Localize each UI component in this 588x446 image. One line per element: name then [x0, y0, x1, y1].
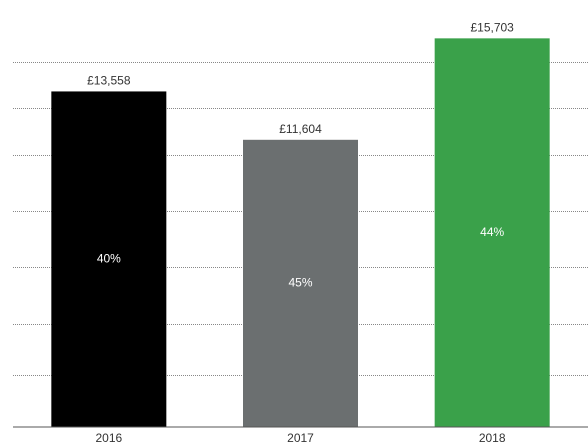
x-tick-label: 2017: [287, 431, 314, 445]
inner-label: 45%: [288, 276, 312, 290]
inner-label: 40%: [97, 251, 121, 265]
bar: [434, 38, 550, 428]
inner-label: 44%: [480, 225, 504, 239]
value-label: £15,703: [470, 21, 514, 35]
value-label: £13,558: [87, 74, 131, 88]
bar: [51, 91, 167, 427]
value-label: £11,604: [279, 122, 322, 136]
bar: [243, 139, 358, 427]
x-tick-label: 2016: [95, 431, 122, 445]
x-tick-label: 2018: [479, 431, 506, 445]
